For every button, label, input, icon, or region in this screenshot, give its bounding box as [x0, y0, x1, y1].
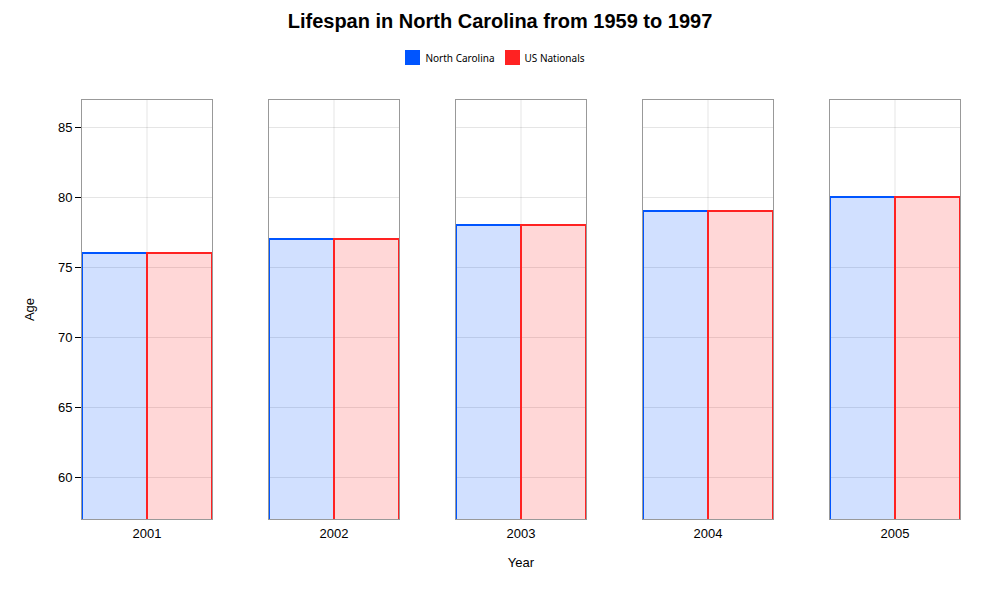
- svg-text:2005: 2005: [881, 526, 910, 541]
- svg-text:75: 75: [58, 260, 72, 275]
- svg-text:80: 80: [58, 190, 72, 205]
- svg-text:Year: Year: [508, 555, 535, 570]
- svg-text:Age: Age: [22, 298, 37, 321]
- svg-text:2002: 2002: [320, 526, 349, 541]
- html-text:North Carolina: North Carolina: [425, 50, 495, 65]
- html-text:US Nationals: US Nationals: [524, 50, 585, 65]
- svg-text:65: 65: [58, 400, 72, 415]
- html-text:Lifespan in North Carolina fro: Lifespan in North Carolina from 1959 to …: [287, 10, 713, 32]
- svg-text:70: 70: [58, 330, 72, 345]
- svg-text:2004: 2004: [694, 526, 723, 541]
- svg-text:2003: 2003: [507, 526, 536, 541]
- svg-text:85: 85: [58, 120, 72, 135]
- svg-text:60: 60: [58, 470, 72, 485]
- svg-text:2001: 2001: [133, 526, 162, 541]
